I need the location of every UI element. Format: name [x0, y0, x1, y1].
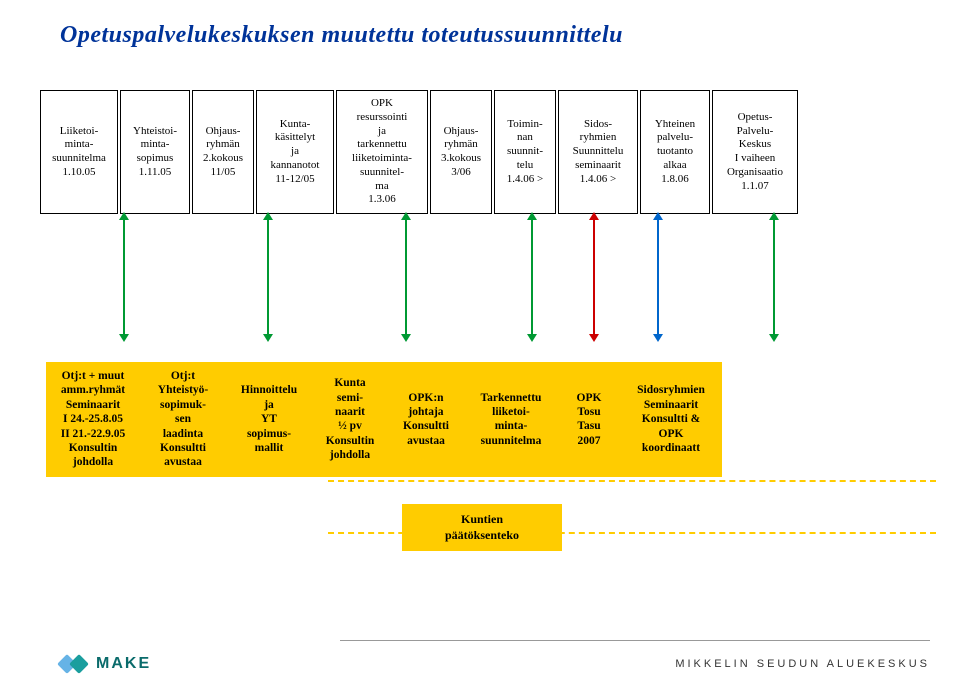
arrows-zone [60, 212, 940, 362]
footer: MAKE MIKKELIN SEUDUN ALUEKESKUS [60, 653, 930, 675]
footer-right-text: MIKKELIN SEUDUN ALUEKESKUS [675, 658, 930, 670]
timeline-box-2: Ohjaus- ryhmän 2.kokous 11/05 [192, 90, 254, 214]
activity-box-6: OPK Tosu Tasu 2007 [558, 362, 620, 477]
timeline-box-0: Liiketoi- minta- suunnitelma 1.10.05 [40, 90, 118, 214]
logo-shape-2 [69, 654, 89, 674]
timeline-box-5: Ohjaus- ryhmän 3.kokous 3/06 [430, 90, 492, 214]
page-title: Opetuspalvelukeskuksen muutettu toteutus… [60, 22, 623, 49]
activity-box-0: Otj:t + muut amm.ryhmät Seminaarit I 24.… [46, 362, 140, 477]
arrow-1 [264, 212, 272, 342]
timeline-box-4: OPK resurssointi ja tarkennettu liiketoi… [336, 90, 428, 214]
logo-icon [60, 653, 90, 675]
timeline-box-6: Toimin- nan suunnit- telu 1.4.06 > [494, 90, 556, 214]
arrow-2 [402, 212, 410, 342]
activity-box-4: OPK:n johtaja Konsultti avustaa [388, 362, 464, 477]
timeline-row-1: Liiketoi- minta- suunnitelma 1.10.05Yhte… [40, 90, 940, 214]
timeline-box-9: Opetus- Palvelu- Keskus I vaiheen Organi… [712, 90, 798, 214]
arrow-3 [528, 212, 536, 342]
activity-box-5: Tarkennettu liiketoi- minta- suunnitelma [464, 362, 558, 477]
timeline-row-2-wrap: Otj:t + muut amm.ryhmät Seminaarit I 24.… [46, 362, 836, 477]
arrow-5 [654, 212, 662, 342]
logo: MAKE [60, 653, 151, 675]
arrow-6 [770, 212, 778, 342]
arrow-0 [120, 212, 128, 342]
timeline-box-8: Yhteinen palvelu- tuotanto alkaa 1.8.06 [640, 90, 710, 214]
timeline-row-2: Otj:t + muut amm.ryhmät Seminaarit I 24.… [46, 362, 836, 477]
logo-text: MAKE [96, 655, 151, 673]
decision-box: Kuntien päätöksenteko [402, 504, 562, 551]
activity-box-3: Kunta semi- naarit ½ pv Konsultin johdol… [312, 362, 388, 477]
arrow-4 [590, 212, 598, 342]
timeline-box-1: Yhteistoi- minta- sopimus 1.11.05 [120, 90, 190, 214]
activity-box-1: Otj:t Yhteistyö- sopimuk- sen laadinta K… [140, 362, 226, 477]
timeline-box-7: Sidos- ryhmien Suunnittelu seminaarit 1.… [558, 90, 638, 214]
activity-box-7: Sidosryhmien Seminaarit Konsultti & OPK … [620, 362, 722, 477]
footer-divider [340, 640, 930, 641]
timeline-box-3: Kunta- käsittelyt ja kannanotot 11-12/05 [256, 90, 334, 214]
activity-box-2: Hinnoittelu ja YT sopimus- mallit [226, 362, 312, 477]
